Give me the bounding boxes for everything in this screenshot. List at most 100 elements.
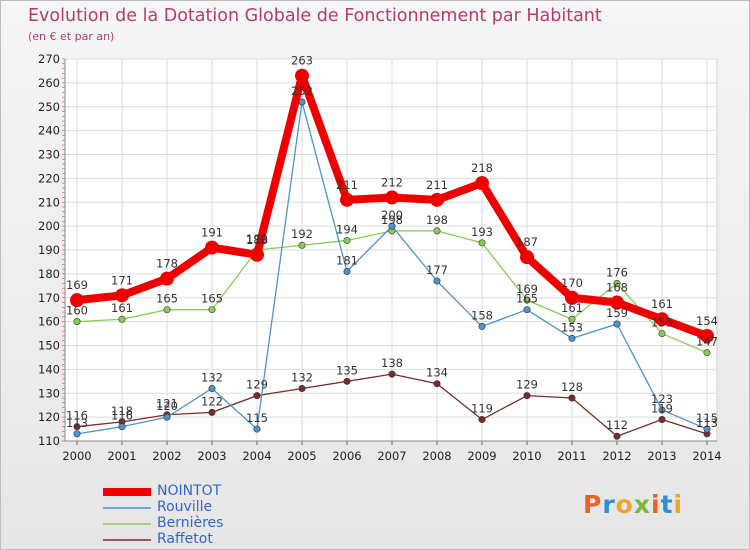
data-label-bernieres: 192: [291, 227, 313, 241]
data-point-bernieres: [613, 279, 621, 287]
x-tick-label: 2008: [422, 449, 451, 463]
data-label-raffetot: 112: [606, 418, 628, 432]
data-label-rouville: 153: [561, 320, 583, 334]
y-tick-label: 150: [38, 339, 60, 353]
x-tick-label: 2000: [62, 449, 91, 463]
data-point-bernieres: [343, 236, 351, 244]
data-label-raffetot: 132: [291, 370, 313, 384]
data-point-bernieres: [658, 330, 666, 338]
data-point-bernieres: [523, 296, 531, 304]
data-point-bernieres: [433, 227, 441, 235]
y-tick-label: 120: [38, 410, 60, 424]
y-tick-label: 260: [38, 76, 60, 90]
data-label-rouville: 115: [246, 411, 268, 425]
data-point-nointot: [610, 295, 624, 310]
data-label-bernieres: 161: [111, 301, 133, 315]
legend-swatch-rouville: [103, 507, 151, 509]
data-point-rouville: [658, 406, 666, 414]
data-label-raffetot: 119: [471, 402, 493, 416]
grid-lines: [64, 58, 718, 442]
y-tick-label: 160: [38, 315, 60, 329]
data-label-nointot: 211: [426, 178, 448, 192]
data-point-raffetot: [388, 370, 396, 378]
data-label-raffetot: 128: [561, 380, 583, 394]
data-point-nointot: [205, 240, 219, 255]
data-label-rouville: 115: [696, 411, 718, 425]
legend-label-bernieres: Bernières: [157, 515, 224, 531]
data-label-nointot: 218: [471, 161, 493, 175]
data-label-raffetot: 118: [111, 404, 133, 418]
data-point-bernieres: [208, 306, 216, 314]
data-label-rouville: 113: [66, 416, 88, 430]
data-label-bernieres: 176: [606, 265, 628, 279]
x-tick-label: 2012: [602, 449, 631, 463]
legend-swatch-nointot: [103, 488, 151, 496]
data-point-raffetot: [523, 392, 531, 400]
x-tick-label: 2013: [647, 449, 676, 463]
data-point-raffetot: [73, 423, 81, 431]
data-point-raffetot: [568, 394, 576, 402]
data-label-nointot: 168: [606, 281, 628, 295]
data-point-rouville: [163, 413, 171, 421]
data-label-nointot: 187: [516, 235, 538, 249]
data-point-rouville: [253, 425, 261, 433]
x-tick-label: 2007: [377, 449, 406, 463]
proxiti-logo: Proxiti: [583, 490, 683, 519]
data-label-raffetot: 129: [246, 378, 268, 392]
data-label-raffetot: 122: [201, 394, 223, 408]
x-tick-label: 2011: [557, 449, 586, 463]
x-tick-label: 2010: [512, 449, 541, 463]
data-label-rouville: 181: [336, 253, 358, 267]
data-point-nointot: [655, 312, 669, 327]
data-point-rouville: [478, 322, 486, 330]
x-tick-label: 2002: [152, 449, 181, 463]
data-label-bernieres: 198: [381, 213, 403, 227]
data-point-nointot: [115, 288, 129, 303]
data-point-raffetot: [433, 380, 441, 388]
y-tick-label: 130: [38, 386, 60, 400]
data-point-nointot: [250, 247, 264, 262]
legend-label-raffetot: Raffetot: [157, 531, 213, 547]
data-label-bernieres: 169: [516, 282, 538, 296]
data-label-bernieres: 194: [336, 222, 358, 236]
data-point-nointot: [475, 176, 489, 191]
data-label-bernieres: 193: [471, 225, 493, 239]
data-point-raffetot: [613, 432, 621, 440]
y-tick-label: 200: [38, 219, 60, 233]
data-point-nointot: [565, 290, 579, 305]
data-label-nointot: 212: [381, 175, 403, 189]
data-point-rouville: [208, 384, 216, 392]
logo-letter: i: [651, 490, 661, 519]
data-point-nointot: [340, 192, 354, 207]
data-label-rouville: 116: [111, 409, 133, 423]
logo-letter: r: [602, 490, 616, 519]
y-tick-label: 210: [38, 195, 60, 209]
data-label-raffetot: 119: [651, 402, 673, 416]
data-label-rouville: 165: [516, 292, 538, 306]
logo-letter: P: [583, 490, 603, 519]
data-point-raffetot: [658, 416, 666, 424]
data-label-rouville: 177: [426, 263, 448, 277]
legend-swatch-bernieres: [103, 523, 151, 525]
data-label-nointot: 171: [111, 273, 133, 287]
x-tick-label: 2014: [692, 449, 721, 463]
data-label-raffetot: 138: [381, 356, 403, 370]
data-point-rouville: [703, 425, 711, 433]
data-label-rouville: 120: [156, 399, 178, 413]
data-label-rouville: 123: [651, 392, 673, 406]
data-point-rouville: [613, 320, 621, 328]
data-point-raffetot: [343, 377, 351, 385]
data-point-nointot: [520, 250, 534, 265]
data-label-rouville: 200: [381, 208, 403, 222]
data-point-bernieres: [568, 315, 576, 323]
data-point-raffetot: [298, 384, 306, 392]
chart-title: Evolution de la Dotation Globale de Fonc…: [28, 6, 602, 26]
data-point-nointot: [160, 271, 174, 286]
data-label-rouville: 158: [471, 308, 493, 322]
chart-subtitle: (en € et par an): [28, 30, 115, 43]
data-point-bernieres: [118, 315, 126, 323]
x-tick-label: 2001: [107, 449, 136, 463]
data-point-rouville: [568, 334, 576, 342]
